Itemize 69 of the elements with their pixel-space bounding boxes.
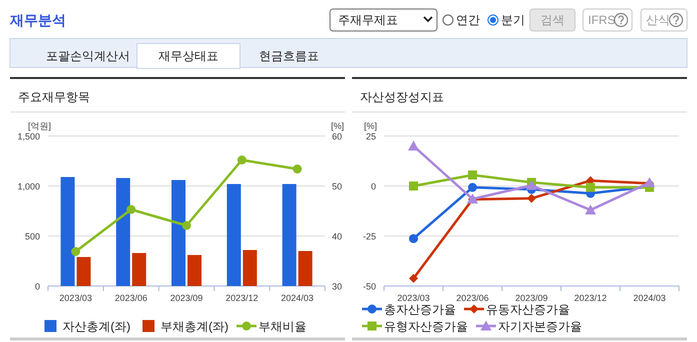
legend-label: 총자산증가율 [384,302,456,316]
x-tick-label: 2023/03 [59,293,92,303]
point [585,204,596,214]
y-tick-label: -25 [362,232,376,242]
y2-axis-title: [%] [331,121,344,131]
y-tick-label: 0 [370,182,376,192]
text: 주재무제표 [338,13,398,27]
y-axis-title: [%] [364,121,378,131]
text: 재무상태표 [158,49,218,63]
y2-tick-label: 50 [332,182,342,192]
y-tick-label: 0 [34,282,40,292]
point [409,234,418,244]
point [586,182,595,192]
x-tick-label: 2024/03 [633,293,666,303]
y-tick-label: -50 [362,282,376,292]
text: 재무분석 [9,12,66,28]
bar [60,177,75,286]
point [292,164,302,174]
y-tick-label: 1,500 [17,132,40,142]
legend-label: 자산총계(좌) [62,320,130,334]
text: 연간 [456,13,480,27]
point [409,182,418,190]
bar [226,184,241,286]
y-axis-title: [억원] [28,121,52,131]
chart-title: 자산성장성지표 [360,90,444,104]
x-tick-label: 2023/03 [397,293,430,303]
point [408,140,419,150]
point [237,156,246,164]
legend-label: 자기자본증가율 [498,320,582,334]
legend-label: 유형자산증가율 [384,320,468,334]
legend-label: 유동자산증가율 [486,302,570,316]
bar [242,250,257,286]
legend-label: 부채총계(좌) [160,320,228,334]
point [126,205,136,214]
bar [172,180,186,286]
chart-title: 주요재무항목 [18,90,90,104]
x-tick-label: 2023/12 [574,293,607,303]
x-tick-label: 2024/03 [281,293,314,303]
bar [282,184,296,286]
x-tick-label: 2023/06 [456,293,489,303]
bar [132,253,146,286]
y-tick-label: 500 [24,232,40,242]
x-tick-label: 2023/09 [515,293,548,303]
text: 분기 [501,13,525,27]
text: IFRS [588,13,616,27]
bar [188,255,202,286]
point [71,247,80,256]
legend-label: 부채비율 [258,320,306,334]
text: 검색 [540,13,564,27]
x-tick-label: 2023/06 [114,293,148,303]
point [526,180,537,190]
x-tick-label: 2023/12 [226,293,258,303]
y-tick-label: 25 [366,132,376,142]
text: 현금흐름표 [259,49,319,63]
point [468,182,477,192]
x-tick-label: 2023/09 [170,293,203,303]
bar [116,178,130,286]
point [468,170,477,180]
text: 산식 [646,13,670,27]
y2-tick-label: 30 [332,282,342,292]
point [409,274,418,283]
y2-tick-label: 60 [332,132,342,142]
point [527,194,536,203]
y2-tick-label: 40 [332,232,342,242]
bar [76,257,91,286]
bar [298,251,312,286]
point [182,221,191,230]
y-tick-label: 1,000 [17,182,40,192]
text: 포괄손익계산서 [46,49,130,63]
